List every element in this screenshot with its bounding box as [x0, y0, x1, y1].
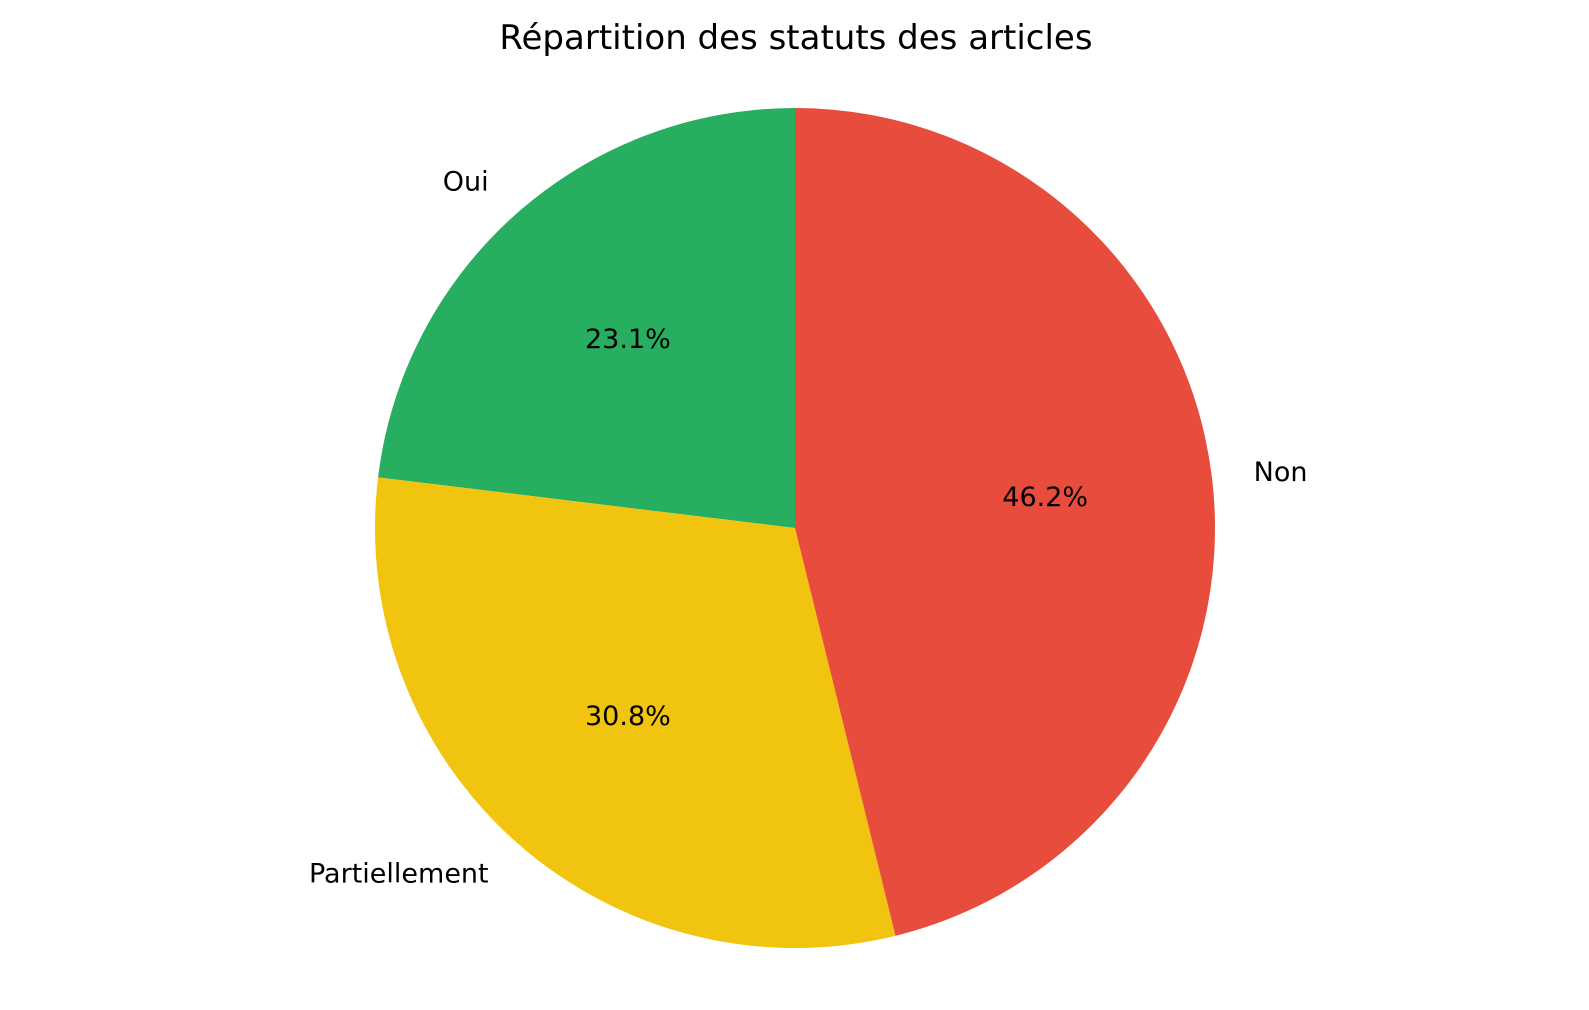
pie-slice-non	[795, 108, 1216, 936]
pie-labels: 23.1% Oui 30.8% Partiellement 46.2% Non	[309, 167, 1307, 890]
chart-title: Répartition des statuts des articles	[499, 18, 1092, 58]
pie-slice-oui	[378, 108, 795, 528]
pie-percent-label: 46.2%	[1002, 482, 1088, 513]
pie-category-label: Partiellement	[309, 858, 489, 889]
pie-percent-label: 30.8%	[585, 701, 671, 732]
pie-category-label: Oui	[443, 167, 489, 198]
pie-category-label: Non	[1254, 457, 1308, 488]
pie-slices	[375, 108, 1216, 949]
pie-slice-partiellement	[375, 477, 896, 949]
pie-percent-label: 23.1%	[585, 324, 671, 355]
